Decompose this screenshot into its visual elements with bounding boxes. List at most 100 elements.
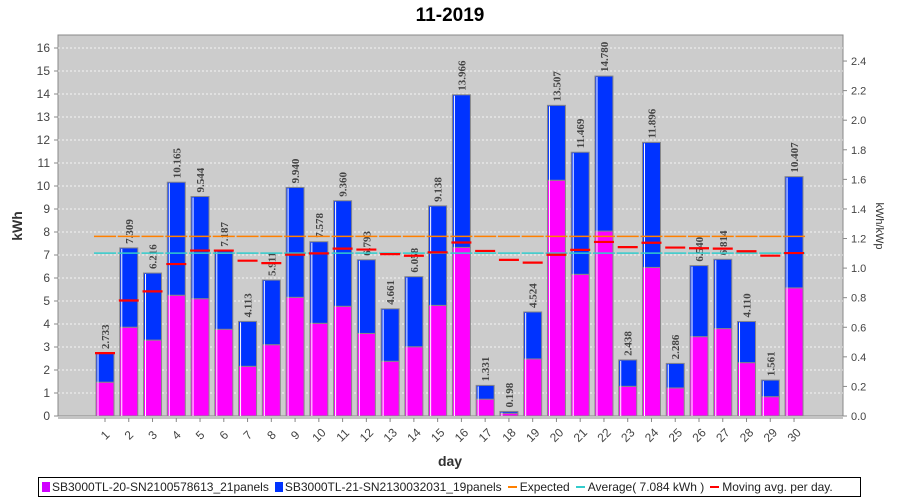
x-tick-label: 7: [240, 428, 255, 443]
bar-s1: [689, 336, 709, 417]
bar-value-label: 2.438: [623, 331, 635, 356]
bar-value-label: 1.331: [480, 357, 492, 382]
bar-s2: [689, 265, 709, 338]
bar-s1: [570, 273, 590, 417]
x-tick-label: 20: [547, 425, 567, 445]
bar-s2: [356, 259, 376, 334]
y2-axis-label: kWh/kWp: [873, 202, 885, 249]
bar-s2: [499, 410, 519, 414]
bar-s2: [760, 379, 780, 398]
bar-s1: [119, 326, 139, 417]
y2-tick-label: 1.6: [851, 174, 866, 186]
bar-s1: [238, 365, 258, 417]
bar-s1: [523, 358, 543, 417]
bar-s1: [451, 246, 471, 417]
x-tick-label: 11: [333, 426, 352, 445]
y-tick-label: 0: [43, 409, 50, 423]
bar-s2: [428, 205, 448, 306]
bar-s2: [784, 176, 804, 289]
y-tick-label: 15: [37, 64, 51, 78]
bar-value-label: 11.896: [646, 108, 658, 138]
x-tick-label: 26: [689, 425, 709, 445]
bar-value-label: 7.309: [124, 219, 136, 244]
y2-tick-label: 2.0: [851, 115, 866, 127]
bar-value-label: 4.113: [243, 293, 255, 318]
bar-value-label: 4.110: [742, 293, 754, 318]
bar-s1: [214, 328, 234, 417]
bar-s1: [641, 266, 661, 417]
bar-s2: [214, 250, 234, 330]
x-tick-label: 12: [357, 425, 377, 445]
y-axis-label: kWh: [9, 211, 25, 241]
bar-s1: [428, 304, 448, 417]
x-tick-label: 8: [264, 428, 279, 443]
y-tick-label: 3: [43, 340, 50, 354]
y-tick-label: 9: [43, 202, 50, 216]
bar-value-label: 13.507: [551, 71, 563, 102]
bar-s2: [119, 247, 139, 328]
bar-s2: [166, 181, 186, 296]
bar-value-label: 2.733: [100, 324, 112, 349]
y2-tick-label: 0.8: [851, 293, 866, 305]
y2-tick-label: 1.2: [851, 234, 866, 246]
x-tick-label: 23: [618, 425, 638, 445]
x-tick-label: 4: [169, 428, 184, 443]
bar-s2: [380, 308, 400, 362]
legend-item-expected: Expected: [507, 480, 570, 494]
bar-s2: [523, 311, 543, 360]
y2-tick-label: 2.2: [851, 86, 866, 98]
x-tick-label: 16: [452, 425, 472, 445]
bar-s1: [594, 230, 614, 417]
bar-value-label: 6.058: [409, 247, 421, 272]
x-tick-label: 5: [193, 428, 208, 443]
x-tick-label: 27: [713, 425, 733, 445]
legend-label: SB3000TL-21-SN2130032031_19panels: [284, 480, 502, 494]
x-tick-label: 3: [145, 428, 160, 443]
x-tick-label: 1: [98, 428, 113, 443]
bar-value-label: 7.578: [314, 212, 326, 237]
bar-value-label: 6.216: [148, 244, 160, 269]
y-tick-label: 6: [43, 271, 50, 285]
x-tick-label: 28: [737, 425, 757, 445]
x-tick-label: 9: [288, 428, 303, 443]
bar-s2: [594, 75, 614, 232]
bar-value-label: 7.187: [219, 221, 231, 246]
x-axis-label: day: [438, 453, 462, 469]
bar-s2: [618, 359, 638, 387]
y2-tick-label: 0.4: [851, 352, 866, 364]
bar-s1: [665, 387, 685, 417]
chart-title: 11-2019: [416, 5, 485, 26]
y-tick-label: 12: [37, 133, 51, 147]
legend-label: SB3000TL-20-SN2100578613_21panels: [52, 480, 269, 494]
bar-s1: [333, 305, 353, 417]
x-tick-label: 17: [476, 425, 496, 445]
bar-s2: [546, 104, 566, 181]
bar-s2: [665, 362, 685, 389]
x-tick-label: 22: [594, 425, 614, 445]
x-tick-label: 19: [523, 425, 543, 445]
bar-s1: [737, 362, 757, 417]
legend-label: Average( 7.084 kWh ): [587, 480, 705, 494]
bar-value-label: 10.407: [789, 142, 801, 173]
y-tick-label: 4: [43, 317, 50, 331]
y2-tick-label: 0.0: [851, 411, 866, 423]
legend-item-average: Average( 7.084 kWh ): [575, 480, 705, 494]
x-tick-label: 2: [122, 428, 137, 443]
bar-value-label: 6.793: [361, 231, 373, 256]
y2-tick-label: 0.2: [851, 381, 866, 393]
legend-item-moving: Moving avg. per day.: [710, 480, 833, 494]
bar-s1: [475, 398, 495, 417]
plot-area: [57, 34, 844, 417]
bar-s1: [713, 328, 733, 417]
legend-swatch: [42, 482, 50, 492]
bar-s1: [784, 287, 804, 417]
legend-item-s1: SB3000TL-20-SN2100578613_21panels: [42, 480, 269, 494]
bar-s2: [238, 320, 258, 367]
bar-value-label: 4.661: [385, 280, 397, 305]
y-tick-label: 5: [43, 294, 50, 308]
bar-s1: [356, 332, 376, 417]
bar-s1: [380, 360, 400, 417]
bar-s1: [618, 385, 638, 417]
x-tick-label: 18: [499, 425, 519, 445]
x-tick-label: 25: [666, 425, 686, 445]
